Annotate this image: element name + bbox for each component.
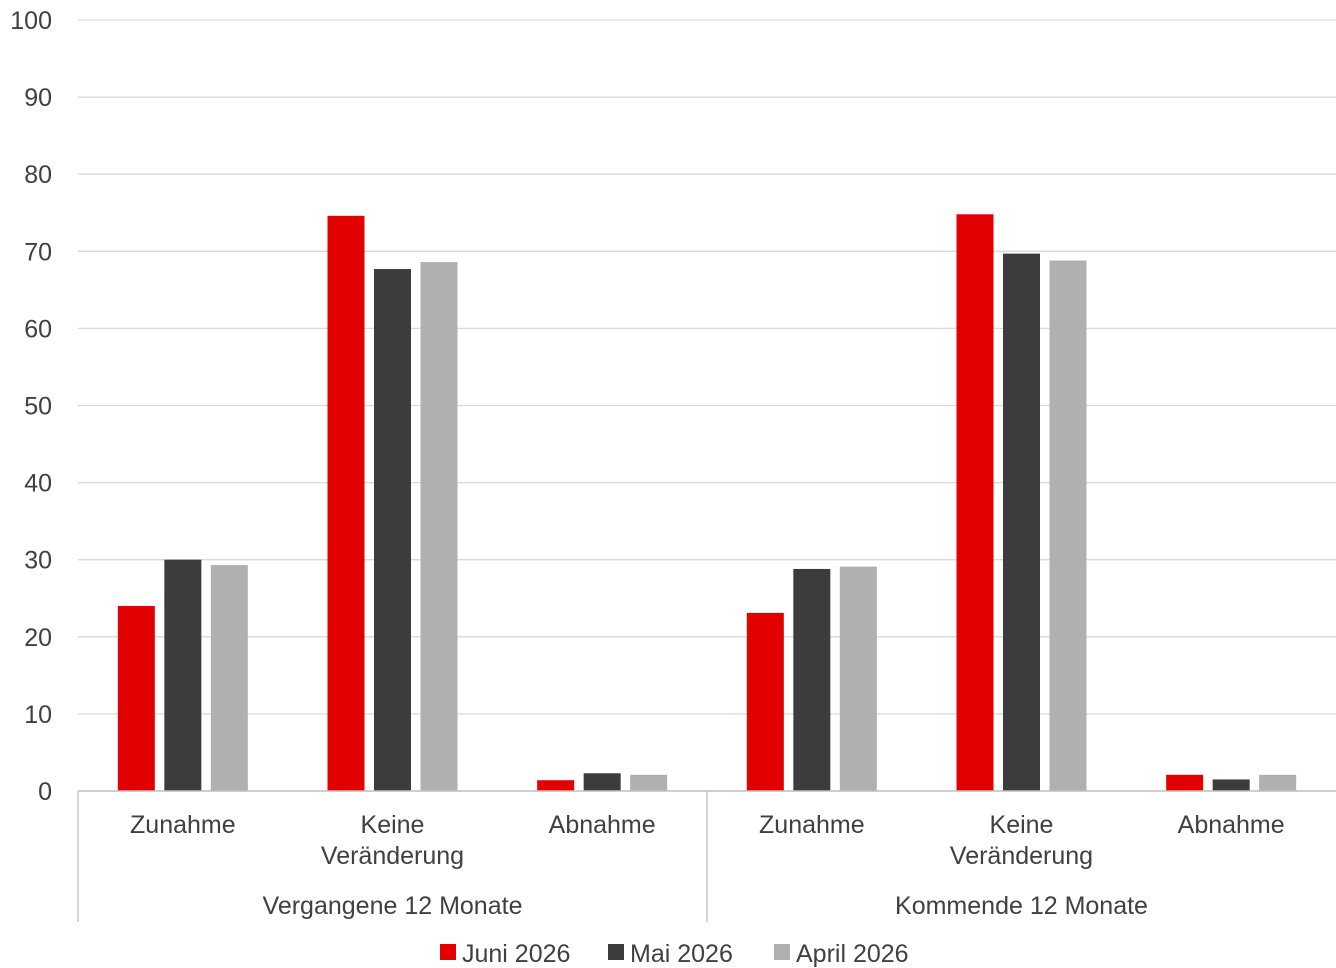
x-category-label-line: Keine [361,811,425,839]
bars [117,214,1297,792]
axes [77,790,1336,922]
x-category-label-line: Veränderung [950,842,1093,870]
y-tick-label: 90 [24,84,52,112]
x-category-label-line: Zunahme [130,811,236,839]
legend-label: Mai 2026 [630,940,733,968]
legend-item: Mai 2026 [608,940,733,968]
x-category-label: Keine Veränderung [950,811,1093,870]
y-tick-label: 30 [24,547,52,575]
y-tick-label: 10 [24,701,52,729]
bar [420,262,458,792]
legend-item: April 2026 [774,940,909,968]
x-category-label: Abnahme [549,811,656,839]
y-tick-label: 70 [24,238,52,266]
y-tick-label: 80 [24,161,52,189]
legend-label: Juni 2026 [462,940,570,968]
x-category-label-line: Abnahme [549,811,656,839]
y-tick-label: 100 [10,7,52,35]
bar [164,559,202,791]
bar [210,565,248,791]
legend-swatch [440,944,456,960]
x-category-label-line: Abnahme [1178,811,1285,839]
bar [374,269,411,791]
bar [630,774,668,791]
x-category-label-line: Zunahme [759,811,865,839]
y-tick-label: 40 [24,470,52,498]
bar [1049,260,1087,791]
y-tick-label: 60 [24,315,52,343]
x-category-label: Zunahme [759,811,865,839]
legend-label: April 2026 [796,940,909,968]
y-tick-label: 50 [24,393,52,421]
bar [1003,253,1040,792]
legend: Juni 2026 Mai 2026 April 2026 [440,940,909,968]
y-tick-label: 20 [24,624,52,652]
legend-swatch [608,944,624,960]
bar [537,780,575,791]
gridlines [78,19,1336,715]
x-category-label-line: Veränderung [321,842,464,870]
x-category-label: Abnahme [1178,811,1285,839]
bar [117,605,155,791]
legend-item: Juni 2026 [440,940,570,968]
legend-swatch [774,944,790,960]
bar [793,568,831,791]
x-category-label: Zunahme [130,811,236,839]
x-category-label-line: Keine [990,811,1054,839]
x-group-label: Kommende 12 Monate [895,892,1148,920]
axis-labels: 0 10 20 30 40 50 60 70 80 90 100 Zunahme Keine Veränd… [10,7,1284,920]
y-tick-label: 0 [38,778,52,806]
bar [1166,774,1204,791]
bar [1259,774,1297,791]
bar [327,215,365,791]
bar [746,612,784,791]
x-category-label: Keine Veränderung [321,811,464,870]
bar [839,566,877,791]
bar [583,773,621,791]
bar [956,214,994,792]
bar [1212,779,1250,791]
x-group-label: Vergangene 12 Monate [263,892,523,920]
